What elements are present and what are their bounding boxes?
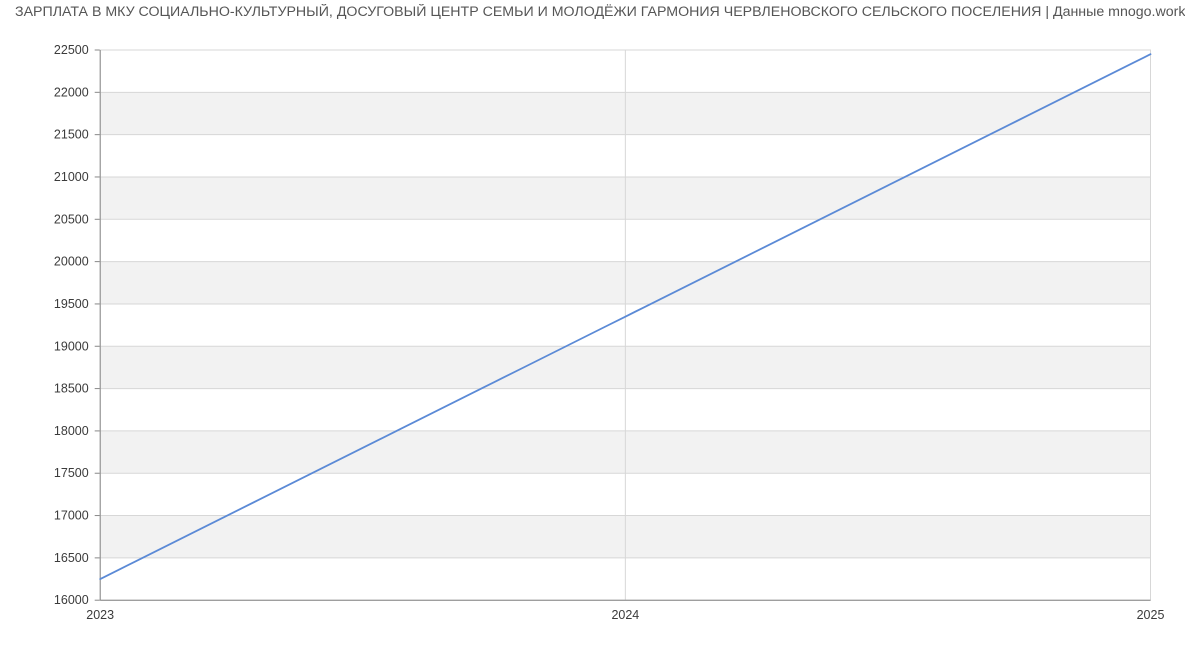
svg-text:17500: 17500 (54, 466, 89, 480)
svg-text:2025: 2025 (1137, 608, 1165, 622)
svg-text:19000: 19000 (54, 339, 89, 353)
svg-text:22000: 22000 (54, 85, 89, 99)
svg-text:18000: 18000 (54, 424, 89, 438)
svg-text:20000: 20000 (54, 255, 89, 269)
svg-text:21500: 21500 (54, 128, 89, 142)
svg-text:2024: 2024 (611, 608, 639, 622)
svg-text:16500: 16500 (54, 551, 89, 565)
svg-text:16000: 16000 (54, 593, 89, 607)
svg-text:20500: 20500 (54, 212, 89, 226)
svg-text:2023: 2023 (86, 608, 114, 622)
svg-text:22500: 22500 (54, 43, 89, 57)
svg-text:17000: 17000 (54, 509, 89, 523)
svg-text:19500: 19500 (54, 297, 89, 311)
svg-text:18500: 18500 (54, 382, 89, 396)
svg-text:21000: 21000 (54, 170, 89, 184)
